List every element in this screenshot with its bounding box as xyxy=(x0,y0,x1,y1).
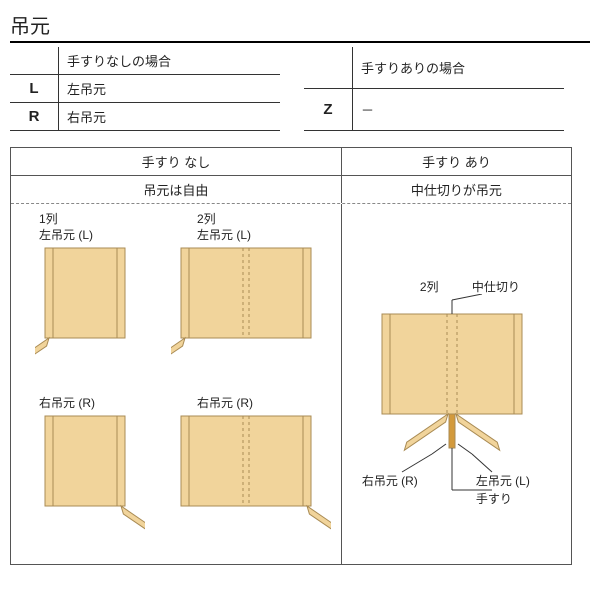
sub-left: 吊元は自由 xyxy=(11,176,342,203)
code-R: R xyxy=(10,103,59,131)
label-r-hand: 手すり xyxy=(476,492,512,508)
code-L: L xyxy=(10,75,59,103)
table-with-handrail: 手すりありの場合 Z － xyxy=(304,47,564,131)
label-r-left: 左吊元 (L) xyxy=(476,474,530,490)
label-r-right: 右吊元 (R) xyxy=(362,474,418,490)
code-Z: Z xyxy=(304,88,353,130)
diagram-right: 2列 中仕切り 右吊元 (R) 左吊元 (L) 手すり xyxy=(342,204,571,564)
diagram-left: 1列 左吊元 (L) 2列 左吊元 (L) 右吊元 (R) 右吊元 (R) xyxy=(11,204,342,564)
head-left: 手すり なし xyxy=(11,148,342,175)
page-title: 吊元 xyxy=(10,10,590,43)
label-p3: 右吊元 (R) xyxy=(39,396,95,412)
desc-L: 左吊元 xyxy=(59,75,281,103)
label-p1: 1列 左吊元 (L) xyxy=(39,212,93,243)
desc-R: 右吊元 xyxy=(59,103,281,131)
panel-2col-R xyxy=(171,414,331,554)
diagram-frame: 手すり なし 手すり あり 吊元は自由 中仕切りが吊元 1列 左吊元 (L) 2… xyxy=(10,147,572,565)
tbl1-header: 手すりなしの場合 xyxy=(59,47,281,75)
desc-Z: － xyxy=(353,88,565,130)
label-p4: 右吊元 (R) xyxy=(197,396,253,412)
top-tables: 手すりなしの場合 L 左吊元 R 右吊元 手すりありの場合 Z － xyxy=(10,47,590,131)
panel-1col-R xyxy=(35,414,145,554)
panel-2col-L xyxy=(171,246,331,386)
tbl2-header: 手すりありの場合 xyxy=(353,47,565,88)
head-right: 手すり あり xyxy=(342,148,571,175)
panel-1col-L xyxy=(35,246,145,386)
table-no-handrail: 手すりなしの場合 L 左吊元 R 右吊元 xyxy=(10,47,280,131)
label-p2: 2列 左吊元 (L) xyxy=(197,212,251,243)
sub-right: 中仕切りが吊元 xyxy=(342,176,571,203)
